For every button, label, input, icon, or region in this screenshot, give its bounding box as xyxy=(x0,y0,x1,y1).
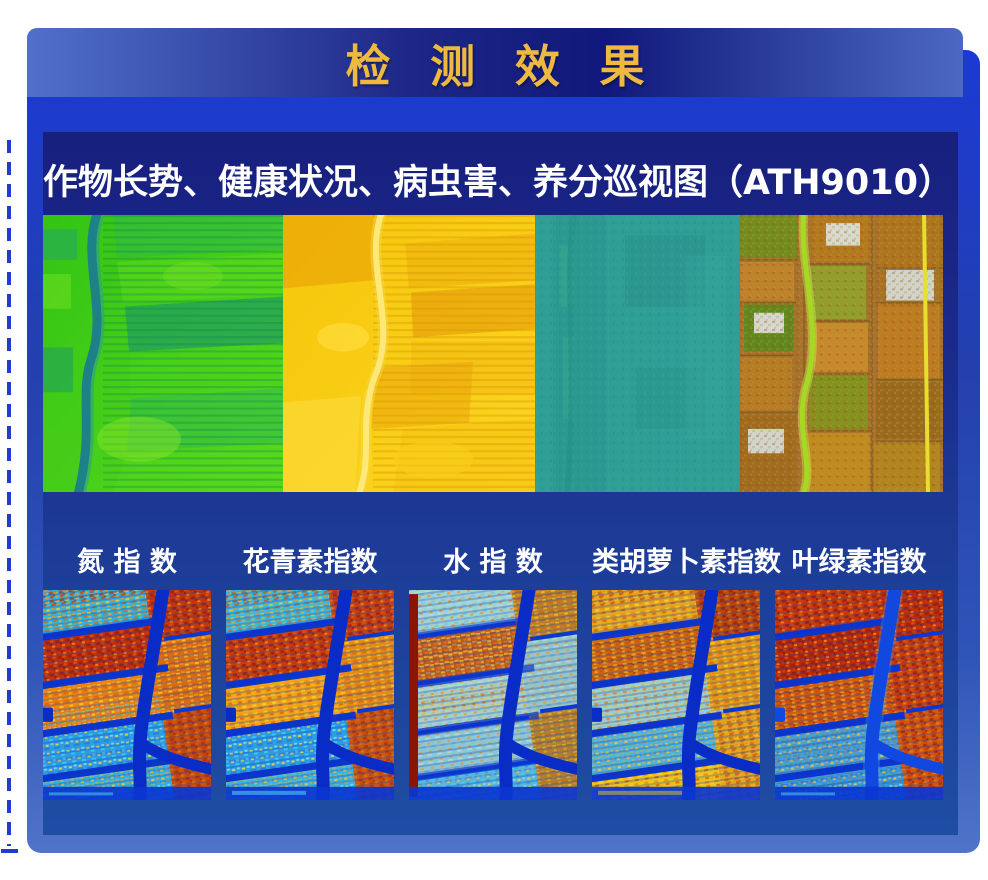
left-dashed-border-corner xyxy=(1,849,18,853)
left-dashed-border xyxy=(7,140,11,846)
water-index-heatmap-image xyxy=(409,590,577,800)
page-title: 检 测 效 果 xyxy=(345,40,657,93)
overview-maps-row xyxy=(43,215,943,492)
label-nitrogen-index: 氮 指 数 xyxy=(77,547,177,578)
growth-ndvi-map-image xyxy=(43,215,283,492)
content-panel: 作物长势、健康状况、病虫害、养分巡视图（ATH9010） xyxy=(43,132,958,835)
index-labels-row: 氮 指 数 花青素指数 水 指 数 类胡萝卜素指数 叶绿素指数 xyxy=(43,540,943,579)
section-title: 作物长势、健康状况、病虫害、养分巡视图（ATH9010） xyxy=(43,163,953,203)
label-water-index: 水 指 数 xyxy=(443,547,543,578)
carotenoid-index-heatmap-image xyxy=(592,590,760,800)
chlorophyll-index-heatmap-image xyxy=(775,590,943,800)
nitrogen-index-heatmap-image xyxy=(43,590,211,800)
label-chlorophyll-index: 叶绿素指数 xyxy=(791,547,927,578)
index-heatmaps-row xyxy=(43,590,943,800)
health-status-map-image xyxy=(283,215,535,492)
label-anthocyanin-index: 花青素指数 xyxy=(242,547,378,578)
anthocyanin-index-heatmap-image xyxy=(226,590,394,800)
pest-disease-map-image xyxy=(535,215,740,492)
header-banner: 检 测 效 果 xyxy=(27,28,963,97)
label-carotenoid-index: 类胡萝卜素指数 xyxy=(592,547,781,578)
true-color-aerial-image xyxy=(740,215,943,492)
